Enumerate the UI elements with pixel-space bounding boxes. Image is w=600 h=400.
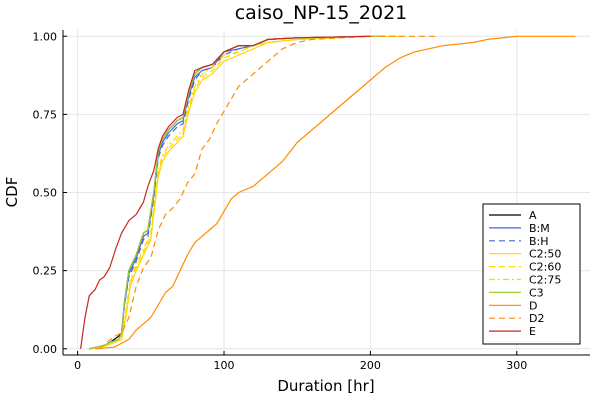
legend-label-d2: D2 [529, 312, 544, 325]
series-line-e [80, 35, 371, 349]
legend-label-b-m: B:M [529, 222, 550, 235]
y-axis-label: CDF [3, 177, 21, 208]
legend-label-e: E [529, 325, 536, 338]
x-tick-label-1: 100 [214, 359, 235, 372]
y-tick-label-1: 0.25 [33, 265, 58, 278]
legend-label-c2-75: C2:75 [529, 274, 561, 287]
x-tick-label-0: 0 [74, 359, 81, 372]
series-line-d [95, 35, 576, 350]
legend-label-c2-60: C2:60 [529, 261, 561, 274]
series-line-b-h [89, 35, 386, 350]
chart-title: caiso_NP-15_2021 [235, 2, 408, 24]
y-tick-label-2: 0.50 [33, 187, 58, 200]
y-tick-label-4: 1.00 [33, 30, 58, 43]
legend-label-d: D [529, 299, 537, 312]
series-line-d2 [99, 35, 437, 350]
axis-layer: 0 100 200 300 0.00 0.25 0.50 0.75 1.00 [33, 30, 590, 372]
legend-label-c3: C3 [529, 286, 544, 299]
legend-label-a: A [529, 209, 537, 222]
series-line-c2-75 [92, 35, 400, 350]
series-layer [80, 35, 576, 350]
y-tick-label-3: 0.75 [33, 108, 58, 121]
legend-label-c2-50: C2:50 [529, 248, 561, 261]
legend-label-b-h: B:H [529, 235, 549, 248]
x-tick-label-2: 200 [360, 359, 381, 372]
x-tick-label-3: 300 [506, 359, 527, 372]
y-tick-label-0: 0.00 [33, 343, 58, 356]
x-axis-label: Duration [hr] [277, 377, 374, 395]
